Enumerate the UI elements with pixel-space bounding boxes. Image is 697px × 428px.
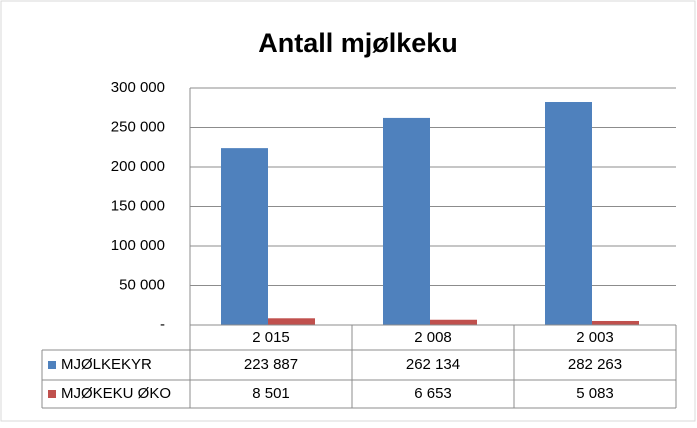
table-cell: 8 501	[252, 385, 290, 402]
legend-swatch	[48, 390, 56, 398]
y-tick-label: 200 000	[111, 158, 165, 175]
bar	[592, 320, 639, 325]
y-tick-label: 150 000	[111, 197, 165, 214]
x-tick-label: 2 015	[252, 329, 290, 346]
y-tick-label: -	[160, 316, 165, 333]
x-tick-label: 2 003	[576, 329, 614, 346]
bar	[383, 117, 430, 325]
y-tick-label: 50 000	[119, 276, 165, 293]
table-cell: 6 653	[414, 385, 452, 402]
legend-swatch	[48, 361, 56, 369]
chart-title: Antall mjølkeku	[258, 28, 458, 58]
table-cell: 282 263	[568, 356, 622, 373]
table-cell: 223 887	[244, 356, 298, 373]
table-cell: 262 134	[406, 356, 460, 373]
bar	[430, 319, 477, 325]
bar	[221, 148, 268, 325]
y-tick-label: 100 000	[111, 237, 165, 254]
bar	[268, 318, 315, 325]
y-tick-label: 250 000	[111, 118, 165, 135]
legend-label: MJØKEKU ØKO	[61, 385, 171, 402]
bar	[545, 102, 592, 325]
legend-label: MJØLKEKYR	[61, 356, 152, 373]
y-tick-label: 300 000	[111, 79, 165, 96]
x-tick-label: 2 008	[414, 329, 452, 346]
table-cell: 5 083	[576, 385, 614, 402]
